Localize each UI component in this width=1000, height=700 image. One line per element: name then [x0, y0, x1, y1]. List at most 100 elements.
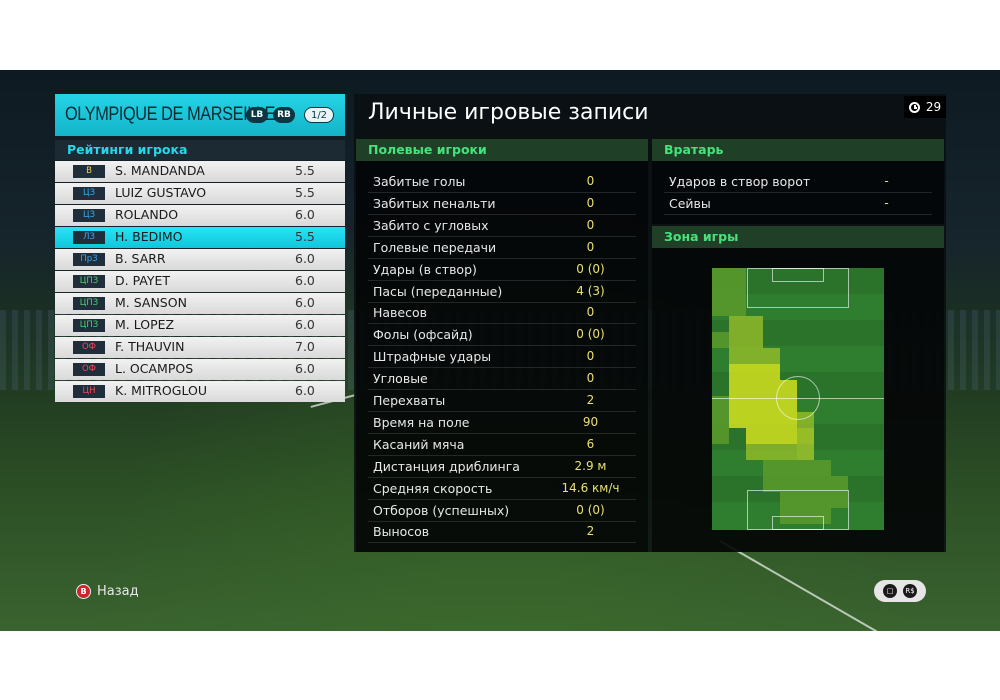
player-rating: 6.0 [295, 295, 315, 310]
stat-label: Перехваты [373, 393, 446, 408]
stat-label: Угловые [373, 371, 428, 387]
stat-value: 90 [582, 414, 599, 429]
player-rating: 6.0 [295, 317, 315, 332]
stat-value: 0 (0) [576, 502, 605, 517]
stat-label: Забито с угловых [373, 217, 489, 233]
position-badge: ЦПЗ [73, 319, 105, 332]
page-indicator: 1/2 [304, 107, 334, 123]
heat-cell [729, 364, 780, 380]
stat-row: Голевые передачи 0 [368, 237, 636, 259]
player-row[interactable]: ЛЗ H. BEDIMO 5.5 [55, 227, 345, 248]
goalkeeper-header: Вратарь [652, 139, 944, 161]
heat-cell [712, 268, 746, 284]
player-name: D. PAYET [115, 273, 171, 288]
game-screen: OLYMPIQUE DE MARSEILLE LB RB 1/2 Рейтинг… [0, 70, 1000, 631]
b-button-icon: B [76, 584, 91, 599]
stat-row: Навесов 0 [368, 302, 636, 325]
pitch-line [719, 540, 894, 631]
ratings-title: Рейтинги игрока [55, 140, 345, 160]
player-rating: 6.0 [295, 251, 315, 266]
back-button[interactable]: B Назад [76, 584, 139, 599]
stat-label: Сейвы [669, 196, 711, 211]
team-header: OLYMPIQUE DE MARSEILLE LB RB 1/2 [55, 94, 345, 136]
stat-value: 0 [586, 195, 595, 210]
player-name: H. BEDIMO [115, 229, 183, 244]
back-label: Назад [97, 584, 139, 599]
heat-cell [712, 284, 746, 300]
heat-cell [729, 316, 763, 332]
pitch-marking [772, 516, 824, 530]
stat-value: - [884, 196, 889, 210]
corner-buttons[interactable]: □ R$ [874, 580, 926, 602]
player-name: K. MITROGLOU [115, 383, 207, 398]
player-row[interactable]: ПрЗ B. SARR 6.0 [55, 249, 345, 270]
player-row[interactable]: ОФ L. OCAMPOS 6.0 [55, 359, 345, 380]
stat-label: Касаний мяча [373, 436, 465, 452]
stat-label: Навесов [373, 305, 428, 321]
stat-value: 4 (3) [576, 283, 605, 298]
stat-value: 0 [586, 217, 595, 232]
rs-icon[interactable]: R$ [903, 584, 917, 598]
player-row[interactable]: ЦН K. MITROGLOU 6.0 [55, 381, 345, 402]
player-row[interactable]: ЦПЗ M. SANSON 6.0 [55, 293, 345, 314]
player-list: В S. MANDANDA 5.5 ЦЗ LUIZ GUSTAVO 5.5 ЦЗ ROLAND… [55, 161, 345, 403]
stat-value: 0 [586, 305, 595, 320]
field-players-header: Полевые игроки [356, 139, 648, 161]
player-name: L. OCAMPOS [115, 361, 194, 376]
player-row[interactable]: ОФ F. THAUVIN 7.0 [55, 337, 345, 358]
player-rating: 7.0 [295, 339, 315, 354]
player-row[interactable]: ЦЗ ROLANDO 6.0 [55, 205, 345, 226]
stat-row: Касаний мяча 6 [368, 434, 636, 456]
player-row[interactable]: В S. MANDANDA 5.5 [55, 161, 345, 182]
stat-row: Время на поле 90 [368, 412, 636, 434]
player-name: M. SANSON [115, 295, 187, 310]
stat-row: Штрафные удары 0 [368, 346, 636, 369]
player-name: LUIZ GUSTAVO [115, 185, 207, 200]
clock-icon [908, 101, 920, 113]
player-rating: 5.5 [295, 163, 315, 178]
stat-value: 2.9 м [574, 458, 607, 473]
timer-value: 29 [925, 100, 942, 114]
player-row[interactable]: ЦПЗ M. LOPEZ 6.0 [55, 315, 345, 336]
stat-label: Забитые голы [373, 174, 466, 189]
stat-label: Выносов [373, 524, 430, 540]
stat-value: 6 [586, 436, 595, 451]
position-badge: ЦПЗ [73, 275, 105, 288]
position-badge: ПрЗ [73, 253, 105, 266]
stat-label: Фолы (офсайд) [373, 327, 473, 343]
heat-cell [763, 476, 848, 492]
stat-value: 2 [586, 524, 595, 539]
stat-value: 0 [586, 174, 595, 188]
stat-row: Забито с угловых 0 [368, 215, 636, 237]
player-row[interactable]: ЦЗ LUIZ GUSTAVO 5.5 [55, 183, 345, 204]
heat-cell [780, 492, 848, 508]
player-name: S. MANDANDA [115, 163, 205, 178]
player-name: F. THAUVIN [115, 339, 185, 354]
gk-stat-row: Сейвы - [664, 193, 932, 215]
rb-button[interactable]: RB [273, 107, 295, 123]
stat-label: Штрафные удары [373, 349, 492, 365]
stat-value: 0 [586, 239, 595, 254]
heat-cell [712, 396, 729, 444]
position-badge: ЦН [73, 385, 105, 398]
player-rating: 5.5 [295, 185, 315, 200]
stat-value: 0 (0) [576, 327, 605, 342]
position-badge: В [73, 165, 105, 178]
stat-label: Средняя скорость [373, 480, 493, 496]
player-rating: 6.0 [295, 383, 315, 398]
stat-label: Отборов (успешных) [373, 502, 510, 518]
stat-label: Пасы (переданные) [373, 283, 503, 299]
lb-button[interactable]: LB [246, 107, 268, 123]
position-badge: ЦЗ [73, 209, 105, 222]
player-name: ROLANDO [115, 207, 179, 222]
zone-header: Зона игры [652, 226, 944, 248]
player-row[interactable]: ЦПЗ D. PAYET 6.0 [55, 271, 345, 292]
chat-icon[interactable]: □ [883, 584, 897, 598]
stat-row: Средняя скорость 14.6 км/ч [368, 478, 636, 500]
timer: 29 [904, 96, 946, 118]
stat-value: 14.6 км/ч [561, 480, 620, 495]
stat-row: Дистанция дриблинга 2.9 м [368, 456, 636, 478]
heat-cell [797, 412, 814, 460]
stat-label: Ударов в створ ворот [669, 174, 811, 189]
stat-row: Угловые 0 [368, 368, 636, 391]
